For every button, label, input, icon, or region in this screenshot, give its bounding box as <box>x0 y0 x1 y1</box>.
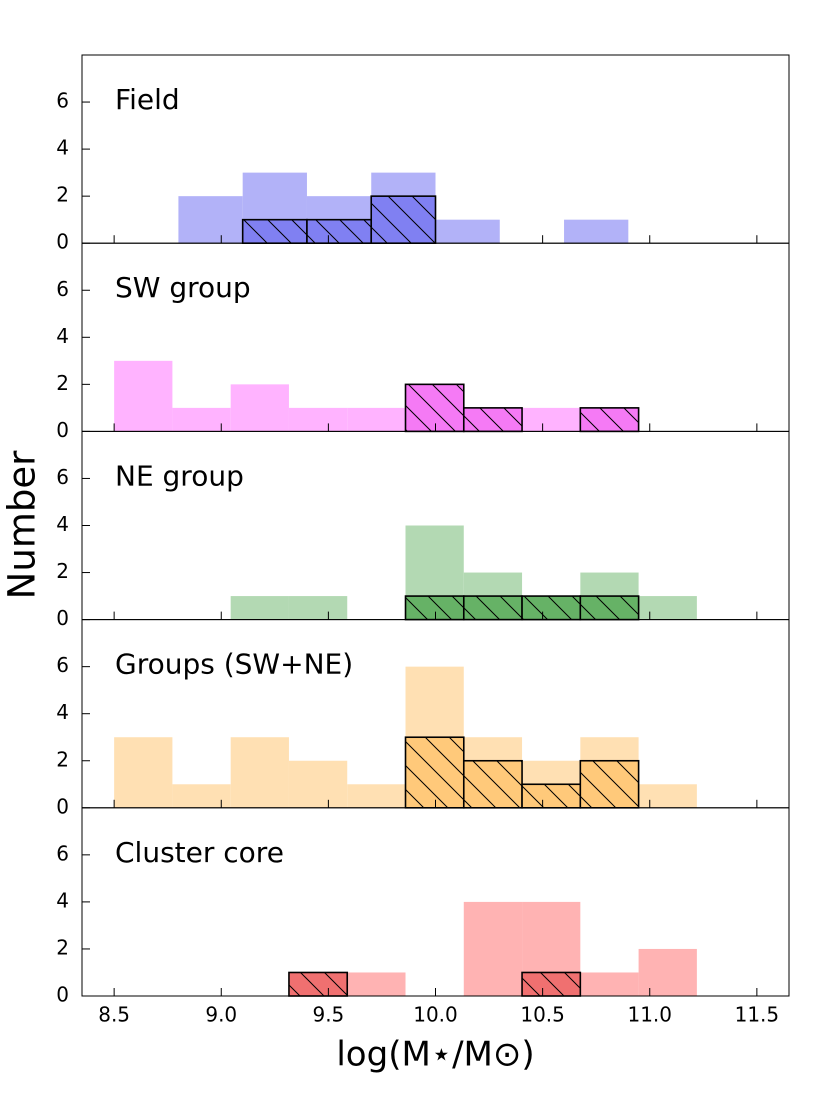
hatched-bar <box>462 407 523 433</box>
y-tick-label: 0 <box>56 606 69 630</box>
hatched-bar <box>579 759 640 809</box>
y-tick-label: 0 <box>56 983 69 1007</box>
y-tick-label: 0 <box>56 794 69 818</box>
y-tick-label: 6 <box>56 277 69 301</box>
hatched-bar <box>404 383 465 433</box>
hatched-bar <box>462 759 523 809</box>
y-tick-label: 6 <box>56 841 69 865</box>
y-axis-label: Number <box>1 450 44 599</box>
y-tick-label: 6 <box>56 89 69 113</box>
y-tick-label: 4 <box>56 700 69 724</box>
bar <box>347 972 406 996</box>
bar <box>114 360 173 432</box>
x-tick-label: 10.5 <box>520 1003 565 1027</box>
hatched-bar <box>306 218 373 245</box>
bar <box>564 219 629 244</box>
x-tick-label: 8.5 <box>98 1003 130 1027</box>
y-tick-label: 0 <box>56 230 69 254</box>
y-tick-label: 2 <box>56 183 69 207</box>
hatched-bar <box>521 971 582 997</box>
x-tick-label: 9.0 <box>205 1003 237 1027</box>
x-tick-label: 9.5 <box>312 1003 344 1027</box>
x-axis-label: log(M⋆/M⊙) <box>336 1035 534 1075</box>
hatched-bar <box>288 971 349 997</box>
bar <box>638 596 697 620</box>
bar <box>347 784 406 808</box>
bar <box>230 737 289 808</box>
panel-title: SW group <box>115 271 251 304</box>
bar <box>463 901 523 996</box>
y-tick-label: 4 <box>56 324 69 348</box>
bar <box>288 407 348 432</box>
bar <box>522 407 581 432</box>
y-tick-label: 6 <box>56 465 69 489</box>
hatched-bar <box>404 595 465 621</box>
y-tick-label: 2 <box>56 559 69 583</box>
y-tick-label: 2 <box>56 747 69 771</box>
y-tick-label: 4 <box>56 888 69 912</box>
bar <box>638 784 697 808</box>
panel-title: NE group <box>115 459 244 492</box>
hatched-bar <box>579 595 640 621</box>
hatched-bar <box>521 783 582 809</box>
bar <box>172 784 231 808</box>
bar <box>638 948 697 996</box>
hatched-bar <box>462 595 523 621</box>
bar <box>230 384 289 432</box>
panel-title: Cluster core <box>115 836 284 869</box>
hatched-bar <box>241 218 308 245</box>
y-tick-label: 2 <box>56 371 69 395</box>
panel-title: Field <box>115 83 180 116</box>
y-tick-label: 0 <box>56 418 69 442</box>
hatched-bar <box>579 407 640 433</box>
bar <box>178 196 243 244</box>
x-tick-label: 11.0 <box>627 1003 672 1027</box>
y-tick-label: 4 <box>56 512 69 536</box>
y-tick-label: 6 <box>56 653 69 677</box>
hatched-bar <box>521 595 582 621</box>
y-tick-label: 4 <box>56 136 69 160</box>
y-tick-label: 2 <box>56 935 69 959</box>
bar <box>172 407 231 432</box>
bar <box>230 596 289 620</box>
x-tick-label: 10.0 <box>413 1003 458 1027</box>
bar <box>114 737 173 808</box>
bar <box>580 972 639 996</box>
bar <box>288 760 348 808</box>
panel-title: Groups (SW+NE) <box>115 648 353 681</box>
x-tick-label: 11.5 <box>735 1003 780 1027</box>
bar <box>347 407 406 432</box>
bar <box>435 219 500 244</box>
hatched-bar <box>404 736 465 809</box>
bar <box>288 596 348 620</box>
hatched-bar <box>370 195 437 244</box>
